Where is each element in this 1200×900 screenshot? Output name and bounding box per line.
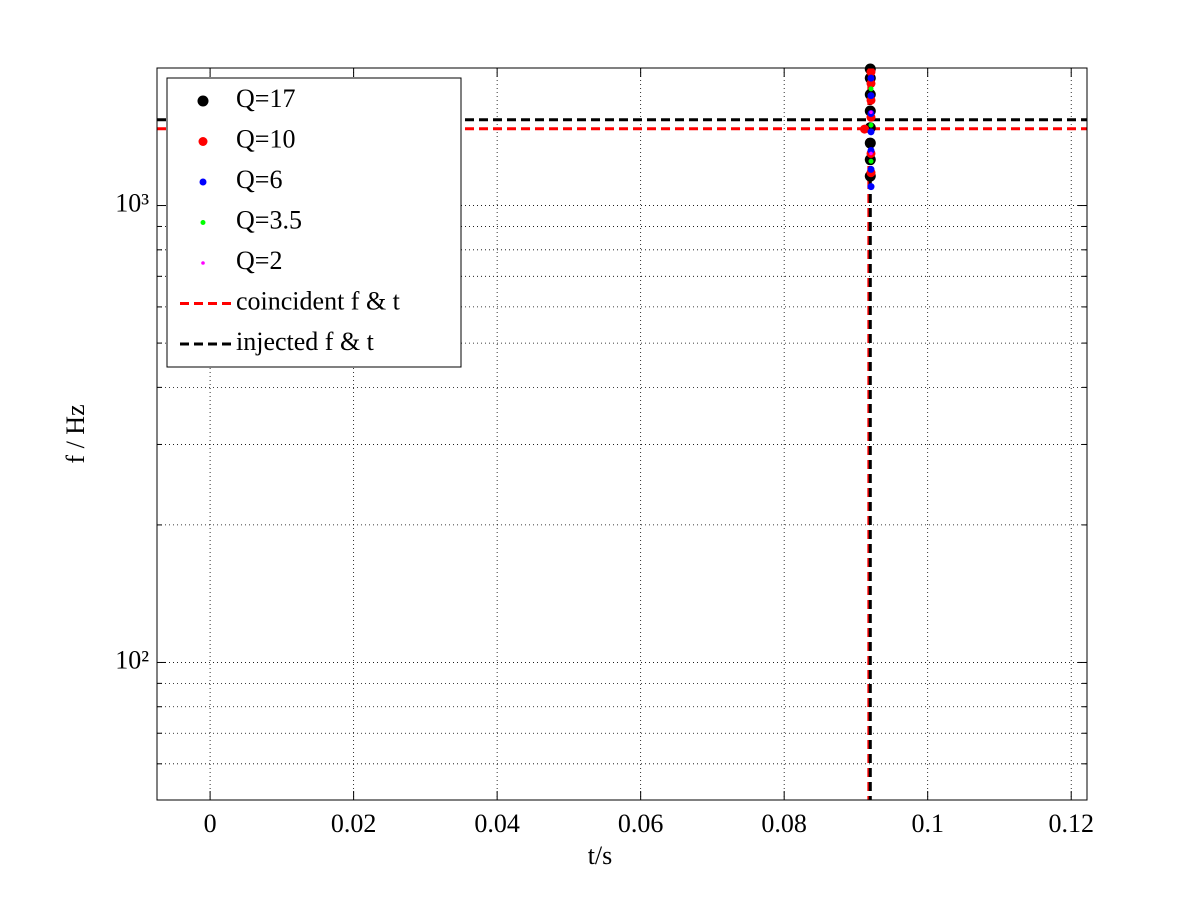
legend-label: Q=10 <box>236 124 295 153</box>
legend-label: coincident f & t <box>236 286 401 315</box>
point <box>860 124 870 134</box>
point <box>867 165 875 173</box>
point <box>867 146 875 154</box>
point <box>869 110 873 115</box>
grid <box>157 67 1087 800</box>
legend-label: Q=6 <box>236 165 282 194</box>
y-tick-label: 10³ <box>115 189 149 218</box>
legend-label: Q=3.5 <box>236 205 302 234</box>
x-axis-label: t/s <box>588 841 613 870</box>
legend-marker <box>197 95 209 107</box>
x-tick-label: 0.02 <box>331 809 377 838</box>
point <box>868 86 874 92</box>
legend-marker <box>199 178 207 186</box>
point <box>868 158 874 164</box>
axes-frame <box>156 67 1088 801</box>
legend-label: Q=2 <box>236 246 282 275</box>
point <box>869 151 873 156</box>
legend-label: Q=17 <box>236 84 295 113</box>
point <box>867 183 875 191</box>
point <box>867 128 875 136</box>
y-axis-label: f / Hz <box>61 404 90 463</box>
legend: Q=17 Q=10 Q=6 Q=3.5 Q=2 coincident f & t injec… <box>166 77 462 368</box>
point <box>864 137 876 149</box>
x-tick-label: 0.08 <box>761 809 807 838</box>
legend-label: injected f & t <box>236 327 375 356</box>
x-tick-label: 0 <box>204 809 217 838</box>
x-tick-label: 0.06 <box>618 809 664 838</box>
x-tick-label: 0.12 <box>1048 809 1094 838</box>
legend-marker <box>198 137 208 146</box>
legend-box <box>166 77 462 368</box>
point <box>868 122 874 128</box>
point <box>866 78 876 88</box>
legend-marker <box>201 261 205 265</box>
point <box>867 74 875 82</box>
x-tick-label: 0.04 <box>474 809 520 838</box>
legend-marker <box>200 220 206 225</box>
x-tick-label: 0.1 <box>911 809 944 838</box>
point <box>866 67 876 77</box>
y-tick-label: 10² <box>115 645 149 674</box>
point <box>867 92 875 100</box>
